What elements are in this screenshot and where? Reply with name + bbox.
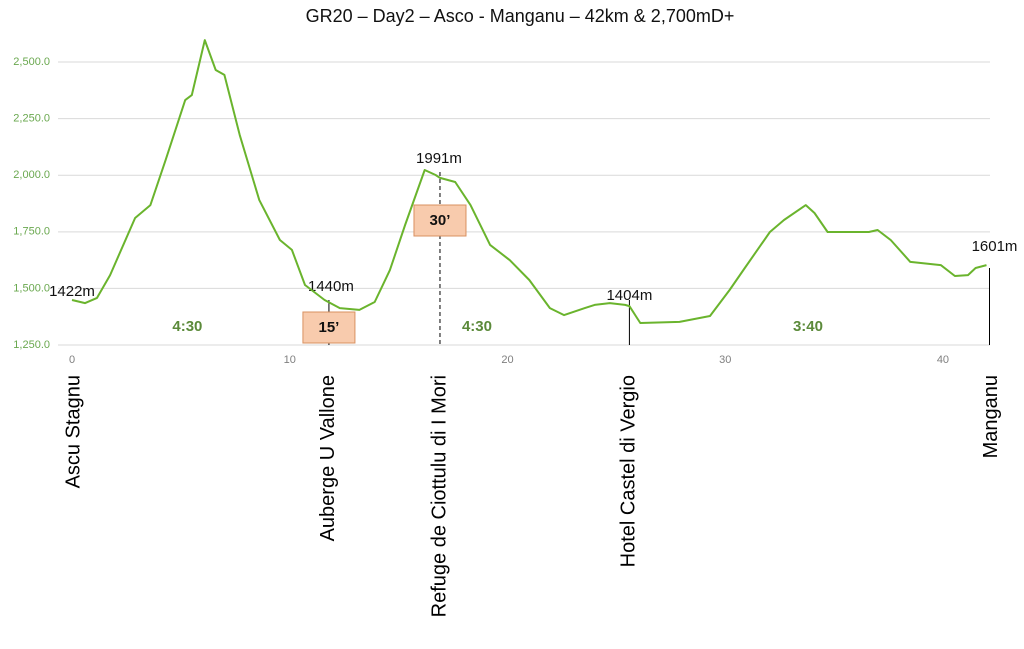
place-label: Auberge U Vallone: [317, 375, 339, 541]
place-label: Hotel Castel di Vergio: [618, 375, 640, 567]
rest-label: 15’: [319, 319, 340, 336]
x-tick-label: 0: [69, 354, 75, 366]
rest-label: 30’: [430, 212, 451, 229]
place-label: Manganu: [980, 375, 1002, 458]
rest-box: [302, 311, 356, 344]
rest-box: [413, 204, 467, 237]
elevation-label: 1440m: [308, 278, 354, 295]
x-tick-label: 40: [937, 354, 949, 366]
x-tick-label: 30: [719, 354, 731, 366]
place-label: Ascu Stagnu: [62, 375, 84, 488]
x-tick-label: 10: [284, 354, 296, 366]
elevation-label: 1991m: [416, 150, 462, 167]
elevation-label: 1422m: [49, 283, 95, 300]
duration-label: 4:30: [172, 318, 202, 335]
y-tick-label: 2,000.0: [13, 169, 50, 181]
elevation-label: 1404m: [606, 287, 652, 304]
y-tick-label: 2,250.0: [13, 113, 50, 125]
duration-label: 4:30: [462, 318, 492, 335]
y-tick-label: 2,500.0: [13, 56, 50, 68]
elevation-label: 1601m: [972, 238, 1018, 255]
y-tick-label: 1,250.0: [13, 339, 50, 351]
y-tick-label: 1,500.0: [13, 282, 50, 294]
y-tick-label: 1,750.0: [13, 226, 50, 238]
duration-label: 3:40: [793, 318, 823, 335]
elevation-line: [71, 39, 987, 324]
chart-title: GR20 – Day2 – Asco - Manganu – 42km & 2,…: [306, 6, 735, 26]
x-tick-label: 20: [501, 354, 513, 366]
place-label: Refuge de Ciottulu di I Mori: [428, 375, 450, 617]
